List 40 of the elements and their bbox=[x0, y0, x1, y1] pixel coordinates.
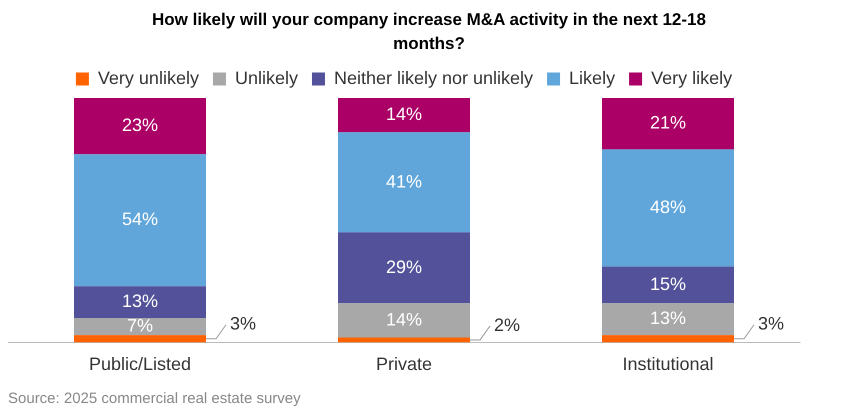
x-tick-label: Private bbox=[376, 354, 432, 374]
data-label: 13% bbox=[122, 291, 158, 312]
data-label: 3% bbox=[758, 314, 784, 334]
bar bbox=[74, 318, 206, 336]
bar bbox=[602, 266, 734, 304]
legend-label: Likely bbox=[569, 68, 616, 88]
x-tick-label: Institutional bbox=[622, 354, 714, 374]
bar bbox=[338, 303, 470, 338]
source-note: Source: 2025 commercial real estate survey bbox=[8, 390, 302, 407]
legend-label: Very unlikely bbox=[98, 68, 199, 88]
bar bbox=[338, 98, 470, 132]
bar bbox=[74, 335, 206, 342]
data-label: 3% bbox=[230, 314, 256, 334]
x-tick-label: Public/Listed bbox=[88, 354, 192, 374]
data-label: 13% bbox=[650, 308, 686, 328]
bar bbox=[338, 132, 470, 232]
data-label: 21% bbox=[650, 112, 686, 133]
data-label: 14% bbox=[386, 309, 422, 330]
data-label: 7% bbox=[126, 315, 154, 336]
data-label: 41% bbox=[386, 171, 422, 192]
data-label: 23% bbox=[122, 115, 158, 136]
data-label: 15% bbox=[650, 274, 686, 294]
legend-label: Neither likely nor unlikely bbox=[334, 68, 534, 88]
bar bbox=[338, 338, 470, 342]
bar bbox=[74, 98, 206, 154]
bar bbox=[602, 98, 734, 150]
bar bbox=[602, 149, 734, 267]
data-label: 2% bbox=[494, 314, 520, 335]
data-label: 29% bbox=[386, 256, 422, 277]
bar bbox=[602, 335, 734, 342]
bar bbox=[74, 154, 206, 286]
bar bbox=[74, 286, 206, 318]
data-label: 14% bbox=[386, 104, 422, 124]
data-label: 48% bbox=[650, 196, 686, 217]
legend-label: Unlikely bbox=[234, 68, 298, 88]
legend-label: Very likely bbox=[651, 68, 732, 88]
data-label: 54% bbox=[122, 209, 158, 230]
bar bbox=[338, 232, 470, 304]
chart-title: How likely will your company increase M&A activity in the next 12-18 months? bbox=[151, 9, 707, 55]
bar bbox=[602, 303, 734, 336]
